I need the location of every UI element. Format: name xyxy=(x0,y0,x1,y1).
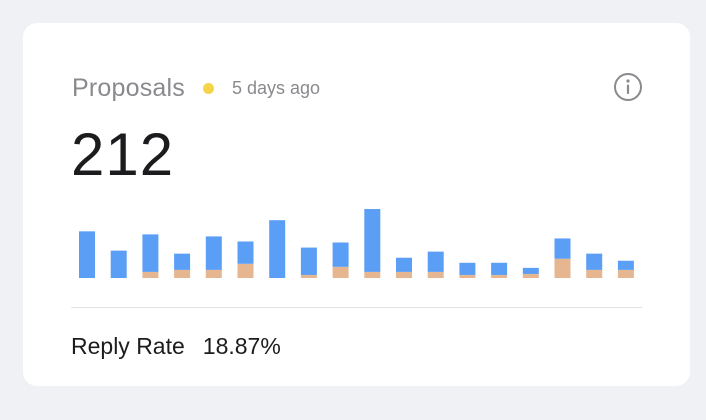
bar-primary xyxy=(174,253,191,270)
bar-primary xyxy=(491,262,508,275)
status-dot xyxy=(202,82,214,94)
divider xyxy=(71,307,642,308)
card-header: Proposals 5 days ago xyxy=(72,71,320,105)
reply-rate-row: Reply Rate 18.87% xyxy=(71,333,281,360)
metric-value: 212 xyxy=(71,121,175,188)
bar-primary xyxy=(269,220,286,278)
bar-secondary xyxy=(617,269,634,278)
bar-secondary xyxy=(174,269,191,278)
bar-secondary xyxy=(396,271,412,278)
bar-primary xyxy=(522,267,539,274)
bar-secondary xyxy=(491,274,508,278)
bar-secondary xyxy=(522,273,539,278)
bar-secondary xyxy=(459,274,476,278)
bar-primary xyxy=(332,242,349,267)
reply-rate-label: Reply Rate xyxy=(71,333,185,359)
bar-primary xyxy=(142,234,159,272)
bar-secondary xyxy=(332,266,349,278)
bar-primary xyxy=(300,247,317,275)
bar-secondary xyxy=(586,269,603,278)
bar-secondary xyxy=(554,258,571,278)
bar-primary xyxy=(79,231,95,278)
bar-secondary xyxy=(205,269,222,278)
bar-primary xyxy=(364,209,381,272)
proposals-card: Proposals 5 days ago 212 Reply Rate 18.8… xyxy=(23,23,690,386)
bar-secondary xyxy=(300,274,317,278)
bar-primary xyxy=(554,238,571,259)
info-icon[interactable] xyxy=(613,72,643,102)
timestamp: 5 days ago xyxy=(231,77,321,98)
bar-secondary xyxy=(427,271,444,278)
bar-primary xyxy=(110,250,127,278)
bar-primary xyxy=(617,260,634,270)
bar-primary xyxy=(205,236,222,270)
bar-secondary xyxy=(142,271,159,278)
bar-primary xyxy=(396,257,412,272)
card-title: Proposals xyxy=(72,73,185,102)
bar-primary xyxy=(459,262,476,275)
bar-primary xyxy=(427,251,444,272)
proposals-bar-chart xyxy=(79,209,634,278)
bar-primary xyxy=(586,253,603,270)
reply-rate-value: 18.87% xyxy=(202,333,281,359)
bar-primary xyxy=(237,241,254,264)
bar-secondary xyxy=(364,271,381,278)
bar-secondary xyxy=(237,263,254,278)
